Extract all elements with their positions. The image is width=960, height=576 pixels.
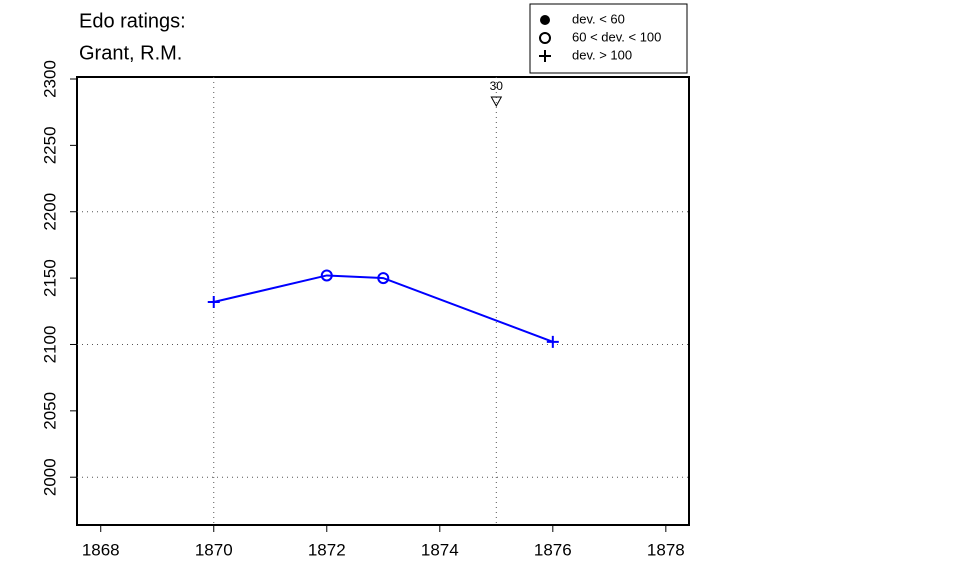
legend-box xyxy=(529,3,688,74)
x-tick-label: 1868 xyxy=(82,540,120,559)
y-tick-label: 2200 xyxy=(40,193,59,231)
plot-frame xyxy=(76,76,690,526)
legend-label: dev. < 60 xyxy=(572,11,625,26)
annotation-label: 30 xyxy=(490,79,504,93)
annotation-marker xyxy=(490,96,503,108)
y-tick-label: 2250 xyxy=(40,126,59,164)
y-tick-label: 2050 xyxy=(40,392,59,430)
legend-label: 60 < dev. < 100 xyxy=(572,29,661,44)
x-tick-label: 1870 xyxy=(195,540,233,559)
chart-subtitle: Grant, R.M. xyxy=(79,42,182,64)
x-tick-label: 1876 xyxy=(534,540,572,559)
series-line xyxy=(213,274,554,343)
legend-marker xyxy=(540,15,550,25)
point-marker xyxy=(377,272,390,285)
x-tick-label: 1874 xyxy=(421,540,459,559)
x-tick-label: 1878 xyxy=(647,540,685,559)
point-marker xyxy=(207,295,220,308)
legend-marker xyxy=(539,32,551,44)
x-tick-label: 1872 xyxy=(308,540,346,559)
y-tick-label: 2300 xyxy=(40,60,59,98)
legend-marker xyxy=(539,50,551,62)
point-marker xyxy=(320,269,333,282)
chart-title: Edo ratings: xyxy=(79,10,186,32)
point-marker xyxy=(546,335,559,348)
y-tick-label: 2100 xyxy=(40,326,59,364)
y-tick-label: 2150 xyxy=(40,259,59,297)
legend-label: dev. > 100 xyxy=(572,47,632,62)
y-tick-label: 2000 xyxy=(40,458,59,496)
